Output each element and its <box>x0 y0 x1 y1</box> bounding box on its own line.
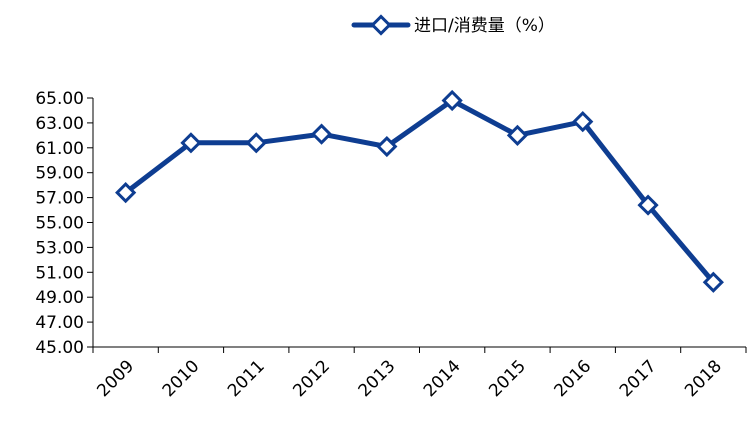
series-group <box>115 89 724 293</box>
y-tick-label: 55.00 <box>35 214 84 234</box>
x-tick-label: 2010 <box>159 356 204 401</box>
x-axis-ticks: 2009 2010 2011 2012 2013 2014 2015 2016 2017 2018 <box>92 347 747 401</box>
y-tick-label: 47.00 <box>35 313 84 333</box>
y-axis-ticks: 65.00 63.00 61.00 59.00 57.00 55.00 53.00 51.00… <box>35 89 93 358</box>
y-tick-label: 65.00 <box>35 89 84 109</box>
x-tick-label: 2012 <box>289 356 334 401</box>
x-tick-label: 2011 <box>224 356 269 401</box>
data-point-marker <box>702 271 724 293</box>
data-point-marker <box>115 182 137 204</box>
legend-entry-label: 进口/消费量（%） <box>414 16 555 36</box>
y-tick-label: 53.00 <box>35 238 84 258</box>
y-tick-label: 49.00 <box>35 288 84 308</box>
data-point-marker <box>441 89 463 112</box>
data-point-marker <box>572 111 594 133</box>
series-line <box>123 98 716 285</box>
data-point-marker <box>376 135 398 158</box>
data-point-marker <box>637 194 659 216</box>
x-tick-label: 2013 <box>355 356 400 401</box>
y-tick-label: 45.00 <box>35 338 84 358</box>
y-tick-label: 51.00 <box>35 263 84 283</box>
x-tick-label: 2018 <box>681 356 726 401</box>
legend-marker-swatch <box>370 14 392 36</box>
x-tick-label: 2014 <box>420 356 465 401</box>
y-tick-label: 61.00 <box>35 139 84 159</box>
x-tick-label: 2009 <box>93 356 138 401</box>
data-point-marker <box>245 132 267 154</box>
y-tick-label: 63.00 <box>35 114 84 134</box>
x-tick-label: 2016 <box>551 356 596 401</box>
data-point-marker <box>180 132 202 154</box>
y-tick-label: 59.00 <box>35 164 84 184</box>
legend: 进口/消费量（%） <box>351 14 555 36</box>
y-tick-label: 57.00 <box>35 189 84 209</box>
x-tick-label: 2017 <box>616 356 661 401</box>
x-tick-label: 2015 <box>485 356 530 401</box>
data-point-marker <box>506 124 529 146</box>
data-point-marker <box>310 123 333 145</box>
